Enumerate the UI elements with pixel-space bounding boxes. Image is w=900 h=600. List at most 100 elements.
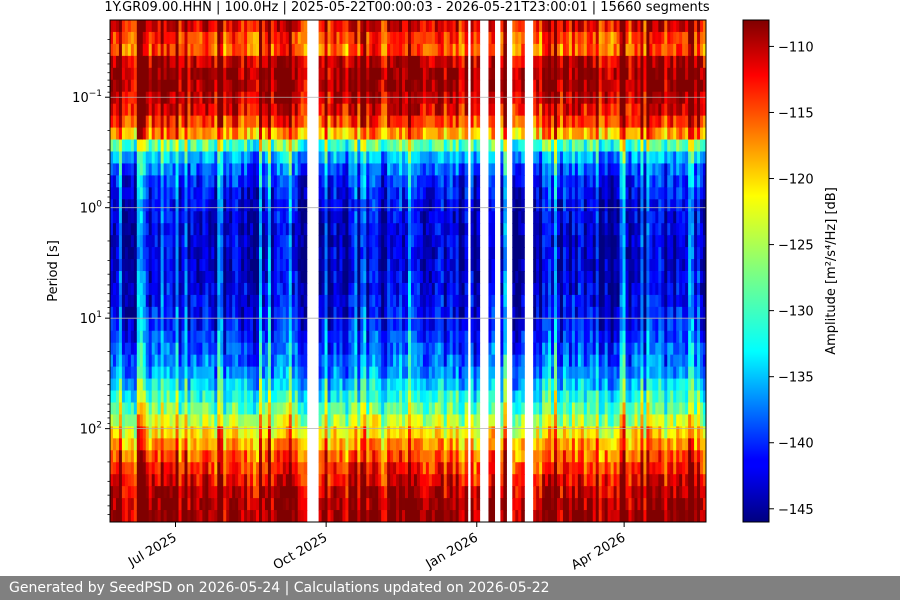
spectrogram-cell bbox=[428, 139, 433, 153]
spectrogram-cell bbox=[443, 342, 448, 356]
spectrogram-cell bbox=[384, 127, 388, 141]
spectrogram-cell bbox=[166, 103, 171, 117]
spectrogram-cell bbox=[327, 271, 332, 284]
spectrogram-cell bbox=[256, 426, 260, 439]
spectrogram-cell bbox=[264, 55, 269, 69]
spectrogram-cell bbox=[115, 282, 120, 296]
spectrogram-cell bbox=[184, 354, 189, 368]
spectrogram-cell bbox=[276, 426, 281, 439]
spectrogram-cell bbox=[372, 510, 376, 522]
spectrogram-cell bbox=[422, 354, 427, 368]
spectrogram-cell bbox=[405, 79, 409, 93]
spectrogram-cell bbox=[434, 223, 439, 236]
spectrogram-cell bbox=[402, 294, 406, 308]
spectrogram-cell bbox=[139, 127, 144, 141]
spectrogram-cell bbox=[202, 187, 206, 200]
spectrogram-cell bbox=[345, 402, 349, 416]
spectrogram-cell bbox=[154, 43, 159, 57]
spectrogram-cell bbox=[393, 390, 397, 404]
spectrogram-cell bbox=[363, 282, 367, 296]
spectrogram-cell bbox=[294, 438, 299, 451]
spectrogram-cell bbox=[267, 282, 272, 296]
spectrogram-cell bbox=[199, 330, 203, 344]
spectrogram-cell bbox=[413, 486, 418, 499]
spectrogram-cell bbox=[464, 510, 469, 522]
spectrogram-cell bbox=[270, 498, 275, 511]
spectrogram-cell bbox=[223, 187, 227, 200]
spectrogram-cell bbox=[217, 510, 221, 522]
spectrogram-cell bbox=[190, 247, 195, 260]
spectrogram-cell bbox=[226, 450, 230, 463]
spectrogram-cell bbox=[300, 175, 305, 188]
spectrogram-cell bbox=[244, 127, 248, 141]
spectrogram-cell bbox=[378, 67, 382, 81]
spectrogram-cell bbox=[196, 31, 200, 45]
spectrogram-cell bbox=[178, 187, 183, 200]
spectrogram-cell bbox=[461, 318, 466, 332]
spectrogram-column bbox=[390, 20, 394, 522]
spectrogram-cell bbox=[357, 55, 361, 69]
spectrogram-cell bbox=[148, 223, 153, 236]
spectrogram-cell bbox=[354, 223, 358, 236]
spectrogram-cell bbox=[324, 259, 329, 272]
spectrogram-cell bbox=[291, 271, 296, 284]
spectrogram-cell bbox=[127, 139, 132, 153]
spectrogram-cell bbox=[345, 223, 349, 236]
spectrogram-cell bbox=[223, 31, 227, 45]
spectrogram-cell bbox=[202, 115, 206, 129]
spectrogram-cell bbox=[297, 199, 302, 212]
spectrogram-cell bbox=[241, 486, 245, 499]
spectrogram-cell bbox=[232, 510, 236, 522]
spectrogram-cell bbox=[276, 247, 281, 260]
spectrogram-cell bbox=[372, 306, 376, 320]
spectrogram-cell bbox=[250, 294, 254, 308]
spectrogram-cell bbox=[288, 55, 293, 69]
spectrogram-cell bbox=[375, 474, 379, 487]
spectrogram-cell bbox=[410, 438, 415, 451]
spectrogram-cell bbox=[360, 223, 364, 236]
spectrogram-cell bbox=[154, 91, 159, 105]
spectrogram-cell bbox=[422, 294, 427, 308]
spectrogram-cell bbox=[133, 20, 138, 33]
spectrogram-cell bbox=[321, 510, 326, 522]
spectrogram-cell bbox=[199, 294, 203, 308]
spectrogram-cell bbox=[324, 414, 329, 427]
spectrogram-cell bbox=[470, 31, 475, 45]
spectrogram-cell bbox=[261, 294, 266, 308]
spectrogram-cell bbox=[303, 139, 308, 153]
spectrogram-cell bbox=[250, 151, 254, 165]
spectrogram-cell bbox=[157, 426, 162, 439]
spectrogram-cell bbox=[208, 318, 212, 332]
spectrogram-cell bbox=[410, 187, 415, 200]
spectrogram-cell bbox=[363, 91, 367, 105]
spectrogram-cell bbox=[282, 271, 287, 284]
spectrogram-cell bbox=[452, 139, 457, 153]
spectrogram-cell bbox=[297, 163, 302, 176]
spectrogram-cell bbox=[387, 390, 391, 404]
spectrogram-cell bbox=[214, 330, 218, 344]
spectrogram-cell bbox=[452, 474, 457, 487]
spectrogram-cell bbox=[378, 271, 382, 284]
spectrogram-cell bbox=[172, 259, 177, 272]
spectrogram-cell bbox=[136, 151, 141, 165]
spectrogram-cell bbox=[199, 127, 203, 141]
spectrogram-cell bbox=[139, 450, 144, 463]
spectrogram-cell bbox=[118, 330, 123, 344]
spectrogram-cell bbox=[115, 127, 120, 141]
spectrogram-cell bbox=[148, 199, 153, 212]
spectrogram-cell bbox=[172, 175, 177, 188]
spectrogram-cell bbox=[151, 67, 156, 81]
spectrogram-cell bbox=[175, 247, 180, 260]
spectrogram-cell bbox=[297, 31, 302, 45]
spectrogram-cell bbox=[124, 330, 129, 344]
spectrogram-cell bbox=[178, 43, 183, 57]
spectrogram-cell bbox=[273, 115, 278, 129]
spectrogram-cell bbox=[247, 163, 251, 176]
spectrogram-cell bbox=[458, 79, 463, 93]
spectrogram-cell bbox=[327, 115, 332, 129]
spectrogram-cell bbox=[324, 354, 329, 368]
spectrogram-cell bbox=[363, 235, 367, 248]
spectrogram-cell bbox=[276, 510, 281, 522]
spectrogram-cell bbox=[410, 20, 415, 33]
spectrogram-cell bbox=[318, 55, 323, 69]
